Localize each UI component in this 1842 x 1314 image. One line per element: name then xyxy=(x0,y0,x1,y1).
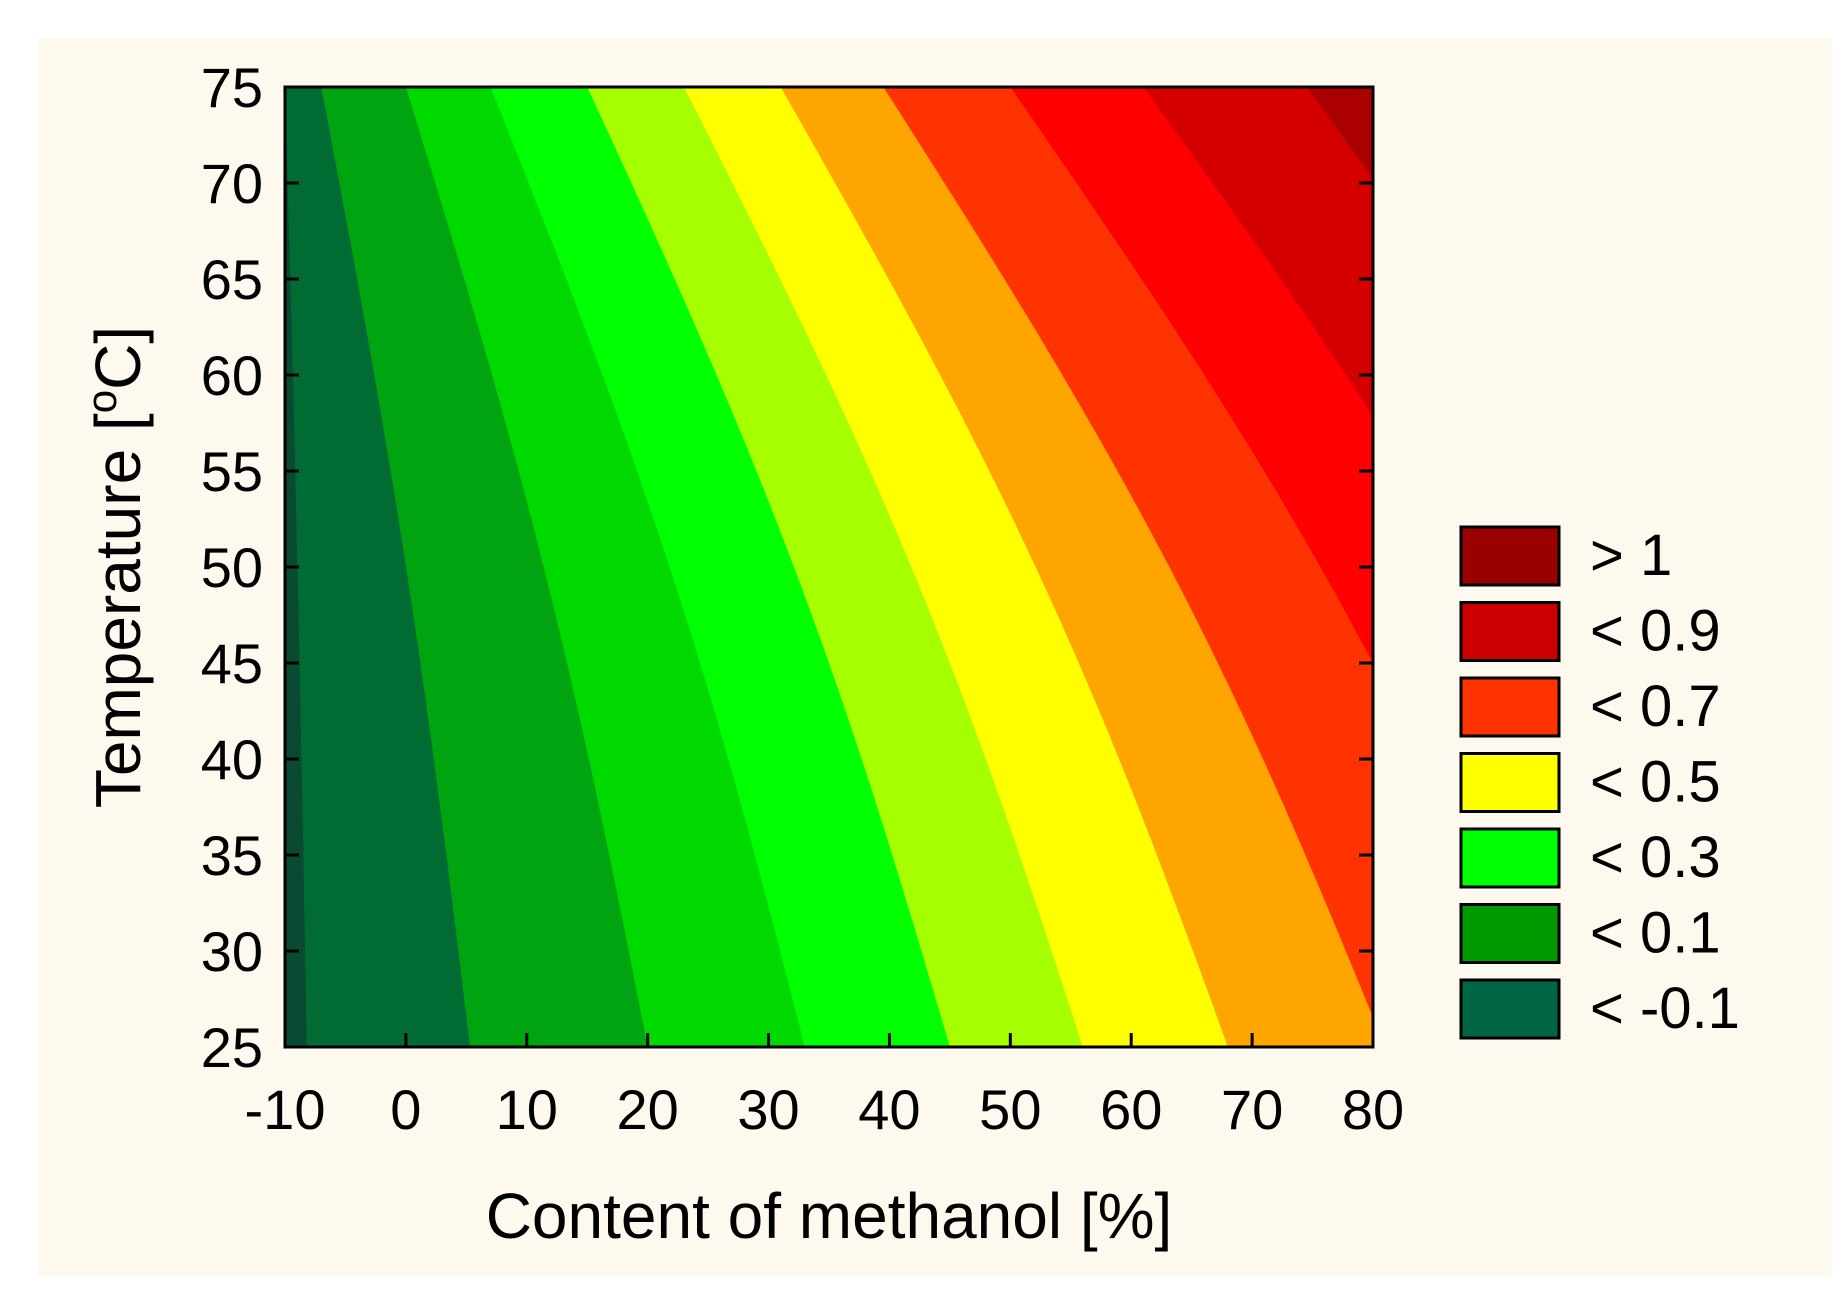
legend-label: < 0.9 xyxy=(1590,599,1721,664)
x-tick-label: 60 xyxy=(1100,1078,1162,1141)
y-tick-label: 55 xyxy=(201,440,263,503)
y-tick-label: 50 xyxy=(201,536,263,599)
legend-label: < 0.1 xyxy=(1590,901,1721,966)
legend-swatch xyxy=(1459,525,1561,587)
contour-bands xyxy=(285,87,1373,1047)
x-tick-label: 80 xyxy=(1342,1078,1404,1141)
x-tick-label: 50 xyxy=(979,1078,1041,1141)
y-axis: 25 30 35 40 45 50 55 60 65 70 75 xyxy=(201,56,1373,1079)
legend-swatch xyxy=(1459,978,1561,1040)
x-tick-label: 30 xyxy=(737,1078,799,1141)
y-tick-label: 60 xyxy=(201,344,263,407)
contour-band xyxy=(1143,87,1373,417)
x-tick-label: 20 xyxy=(617,1078,679,1141)
y-tick-label: 35 xyxy=(201,824,263,887)
y-axis-label-end: C] xyxy=(82,326,154,390)
y-axis-label-main: Temperature [ xyxy=(82,413,154,808)
y-tick-label: 70 xyxy=(201,152,263,215)
y-axis-label-sup: o xyxy=(78,390,125,413)
legend-swatch xyxy=(1459,752,1561,813)
y-tick-label: 75 xyxy=(201,56,263,119)
y-axis-label: Temperature [oC] xyxy=(78,326,154,808)
x-axis-label: Content of methanol [%] xyxy=(486,1180,1173,1252)
legend-label: < 0.5 xyxy=(1590,750,1721,815)
y-tick-label: 40 xyxy=(201,728,263,791)
x-tick-label: 40 xyxy=(858,1078,920,1141)
y-tick-label: 30 xyxy=(201,920,263,983)
legend-swatch xyxy=(1459,827,1561,889)
legend-label: < 0.3 xyxy=(1590,825,1721,890)
legend-label: < -0.1 xyxy=(1590,976,1740,1041)
legend-swatch xyxy=(1459,676,1561,738)
contour-band xyxy=(1306,87,1373,179)
y-tick-label: 25 xyxy=(201,1016,263,1079)
legend-swatch xyxy=(1459,903,1561,964)
y-tick-label: 65 xyxy=(201,248,263,311)
y-tick-label: 45 xyxy=(201,632,263,695)
x-tick-label: 70 xyxy=(1221,1078,1283,1141)
x-tick-label: 0 xyxy=(390,1078,421,1141)
x-tick-label: 10 xyxy=(496,1078,558,1141)
legend: > 1 < 0.9 < 0.7 < 0.5 < 0.3 < 0.1 < -0.1 xyxy=(1459,523,1740,1041)
legend-label: > 1 xyxy=(1590,523,1672,588)
x-tick-label: -10 xyxy=(245,1078,326,1141)
legend-swatch xyxy=(1459,601,1561,662)
legend-label: < 0.7 xyxy=(1590,674,1721,739)
x-axis: -10 0 10 20 30 40 50 60 70 80 xyxy=(245,1033,1404,1141)
